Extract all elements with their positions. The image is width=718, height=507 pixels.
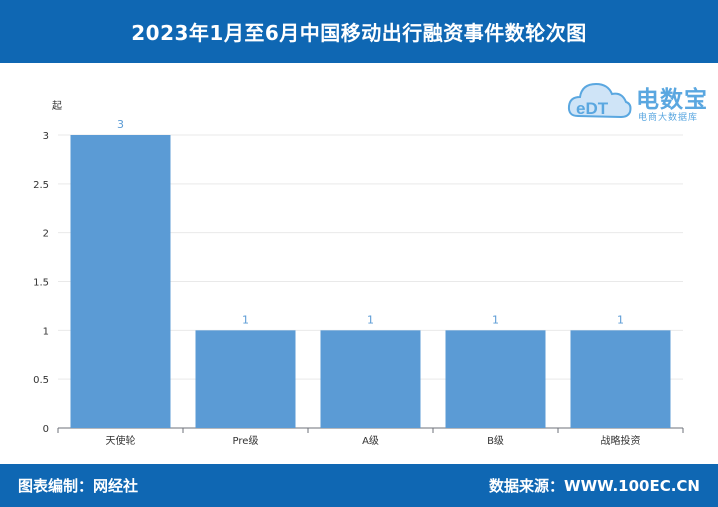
logo: eDT 电数宝 电商大数据库 — [566, 70, 714, 128]
data-label: 1 — [617, 313, 624, 326]
y-tick-label: 2 — [43, 229, 49, 240]
logo-badge: eDT — [576, 99, 609, 118]
x-tick-label: 战略投资 — [601, 434, 641, 447]
header-bar: 2023年1月至6月中国移动出行融资事件数轮次图 — [0, 0, 718, 63]
logo-subtitle: 电商大数据库 — [638, 113, 699, 123]
footer-editor: 图表编制：网经社 — [18, 477, 139, 495]
data-label: 1 — [367, 313, 374, 326]
bar — [445, 330, 546, 428]
x-tick-label: Pre级 — [233, 435, 259, 447]
y-tick-label: 1 — [43, 326, 49, 337]
bar — [320, 330, 421, 428]
chart-title: 2023年1月至6月中国移动出行融资事件数轮次图 — [131, 21, 587, 45]
bar — [195, 330, 296, 428]
x-tick-label: 天使轮 — [106, 434, 136, 447]
y-tick-label: 2.5 — [33, 180, 49, 191]
y-tick-label: 1.5 — [33, 278, 49, 289]
bar-chart: 起 0 0.5 1 1.5 2 2.5 3 3 天使轮 1 Pre级 1 A级 1 B级 1 战略投资 — [33, 100, 684, 447]
y-axis-unit-label: 起 — [52, 100, 62, 112]
logo-name: 电数宝 — [636, 87, 708, 113]
x-tick-label: B级 — [487, 435, 504, 447]
bar — [570, 330, 671, 428]
x-tick-label: A级 — [362, 435, 379, 447]
cloud-logo-icon: eDT — [567, 82, 632, 119]
y-tick-label: 0 — [43, 424, 49, 435]
data-label: 1 — [492, 313, 499, 326]
y-tick-label: 3 — [43, 131, 49, 142]
data-label: 1 — [242, 313, 249, 326]
bar — [70, 135, 171, 428]
y-tick-label: 0.5 — [33, 375, 49, 386]
data-label: 3 — [117, 118, 124, 131]
footer-source: 数据来源：WWW.100EC.CN — [489, 477, 700, 495]
footer-bar: 图表编制：网经社 数据来源：WWW.100EC.CN — [0, 464, 718, 507]
